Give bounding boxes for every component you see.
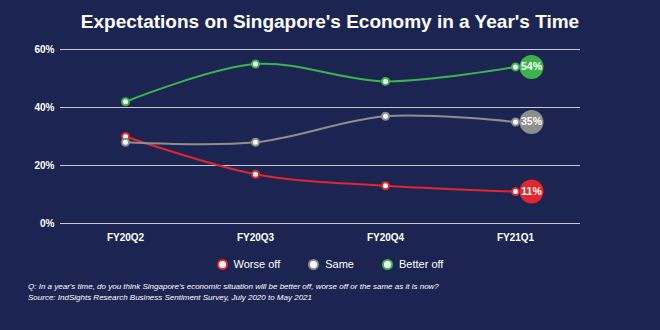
html-text:Better off: Better off	[399, 258, 444, 270]
svg-text:FY20Q4: FY20Q4	[367, 232, 405, 243]
svg-text:FY20Q3: FY20Q3	[237, 232, 275, 243]
html-text:Expectations on Singapore's Ec: Expectations on Singapore's Economy in a…	[80, 11, 580, 32]
svg-text:40%: 40%	[34, 102, 54, 113]
svg-text:0%: 0%	[40, 218, 55, 229]
html-text:Q: In a year's time, do you th: Q: In a year's time, do you think Singap…	[28, 282, 439, 291]
html-text:Source: IndSights Research Bus: Source: IndSights Research Business Sent…	[28, 293, 312, 302]
html-text:Worse off: Worse off	[233, 258, 281, 270]
svg-text:11%: 11%	[521, 185, 542, 197]
svg-text:35%: 35%	[521, 115, 543, 127]
svg-text:60%: 60%	[34, 44, 54, 55]
html-text:Same: Same	[325, 258, 354, 270]
svg-text:20%: 20%	[34, 160, 54, 171]
svg-text:FY20Q2: FY20Q2	[107, 232, 145, 243]
svg-text:FY21Q1: FY21Q1	[497, 232, 535, 243]
svg-text:54%: 54%	[521, 60, 543, 72]
